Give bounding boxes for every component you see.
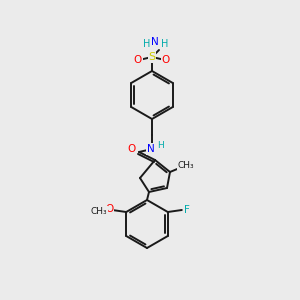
Text: O: O <box>128 144 136 154</box>
Text: F: F <box>184 205 190 215</box>
Text: H: H <box>143 39 151 49</box>
Text: H: H <box>157 142 164 151</box>
Text: S: S <box>148 52 156 62</box>
Text: O: O <box>134 55 142 65</box>
Text: CH₃: CH₃ <box>178 160 194 169</box>
Text: H: H <box>161 39 169 49</box>
Text: N: N <box>147 144 155 154</box>
Text: O: O <box>105 204 113 214</box>
Text: O: O <box>162 55 170 65</box>
Text: CH₃: CH₃ <box>91 206 107 215</box>
Text: N: N <box>151 37 159 47</box>
